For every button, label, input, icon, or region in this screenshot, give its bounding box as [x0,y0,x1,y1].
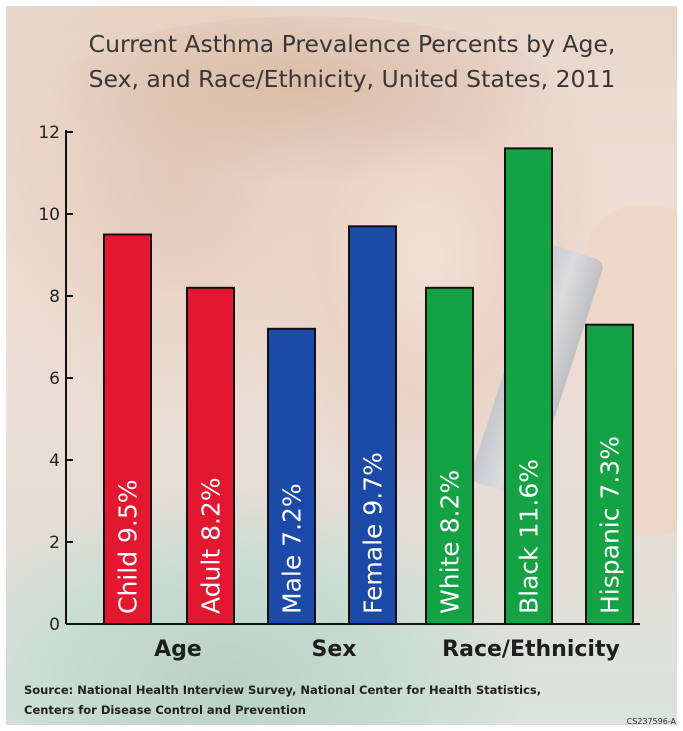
group-label-2: Race/Ethnicity [442,637,620,662]
bar-male [267,327,316,625]
bar-label-hispanic: Hispanic 7.3% [596,436,625,614]
y-tick-label: 6 [49,369,60,389]
bar-label-female: Female 9.7% [359,452,388,614]
y-axis: 0 2 4 6 8 10 12 [38,123,640,635]
y-tick-label: 4 [49,451,60,471]
bar-label-black: Black 11.6% [515,459,544,614]
bar-hispanic [585,323,634,625]
bars: Child 9.5% Adult 8.2% Male 7.2% Female 9.7%… [103,147,634,626]
y-tick-label: 2 [49,533,60,553]
chart-title-line-1: Current Asthma Prevalence Percents by Ag… [89,30,616,58]
bar-label-male: Male 7.2% [278,483,307,614]
group-labels: Age Sex Race/Ethnicity [154,637,620,662]
y-tick-label: 8 [49,287,60,307]
y-tick-label: 12 [38,123,60,143]
bar-child [103,233,152,625]
group-label-0: Age [154,637,202,662]
bar-label-child: Child 9.5% [114,479,143,614]
background-photo-hair [46,16,566,186]
source-line-1: Source: National Health Interview Survey… [24,683,541,697]
y-tick-label: 10 [38,205,60,225]
figure-code: CS237596-A [627,717,677,726]
bar-female [348,225,397,626]
bar-label-white: White 8.2% [436,470,465,614]
group-label-1: Sex [312,637,357,662]
bar-label-adult: Adult 8.2% [197,477,226,614]
source-line-2: Centers for Disease Control and Preventi… [24,703,306,717]
chart-title-line-2: Sex, and Race/Ethnicity, United States, … [89,65,616,93]
y-tick-label: 0 [49,615,60,635]
bar-black [504,147,553,625]
bar-adult [186,286,235,625]
bar-white [425,286,474,625]
